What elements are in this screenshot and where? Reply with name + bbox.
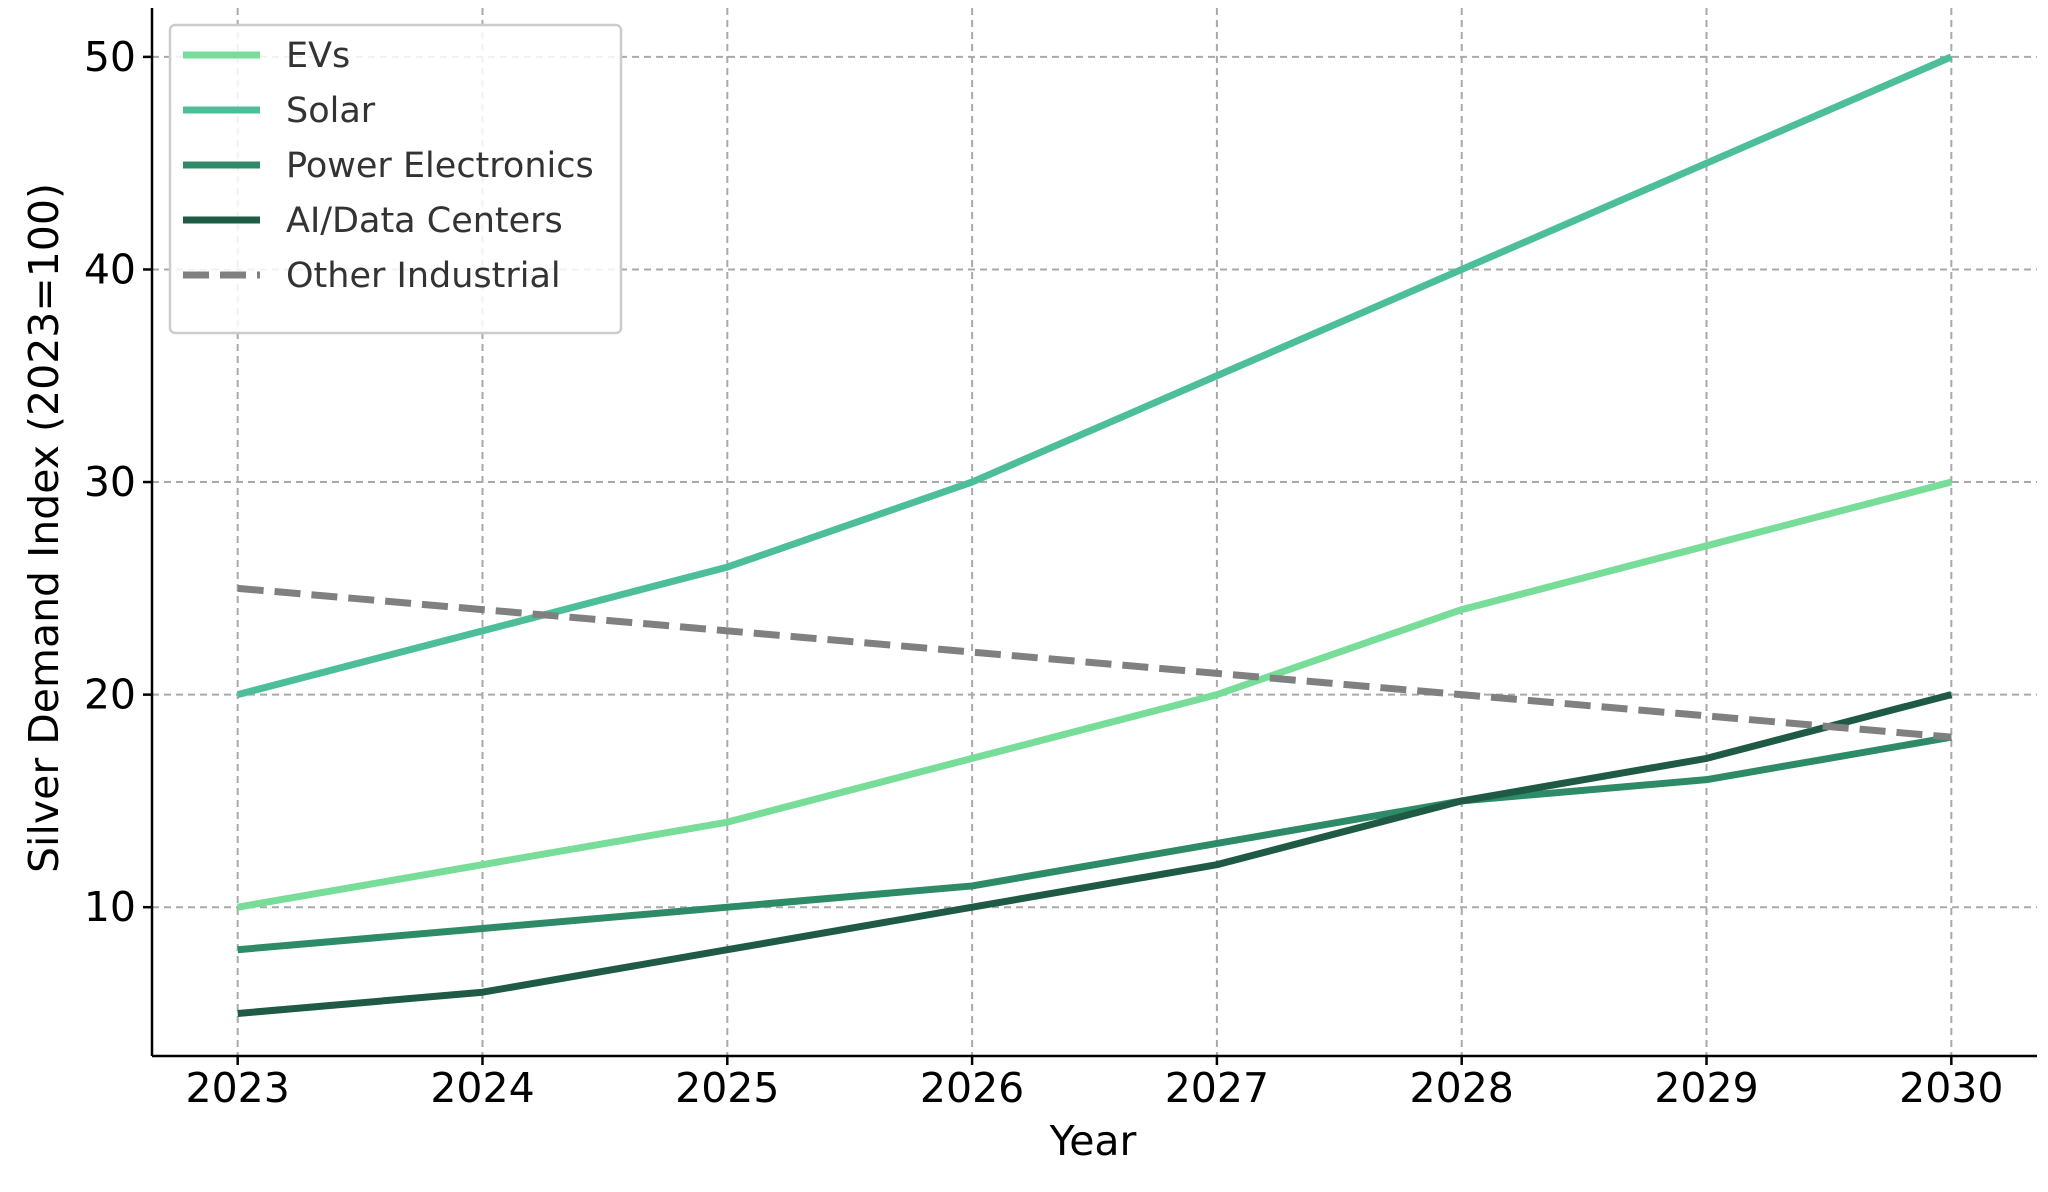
series-line-other-industrial (237, 584, 1952, 741)
x-tick-label: 2027 (1165, 1064, 1269, 1112)
legend-label-ai-data-centers: AI/Data Centers (286, 201, 563, 241)
series-line-solar (236, 53, 1953, 699)
x-tick-label: 2028 (1410, 1064, 1514, 1112)
series-line-power-electronics (237, 733, 1952, 954)
x-tick-label: 2024 (430, 1064, 534, 1112)
legend-label-power-electronics: Power Electronics (286, 146, 594, 186)
x-tick-label: 2029 (1654, 1064, 1758, 1112)
axes-layer (150, 8, 2037, 1058)
x-axis-label: Year (1049, 1117, 1137, 1165)
series-line-ai-data-centers (237, 691, 1953, 1017)
legend-frame (168, 23, 623, 335)
legend-label-evs: EVs (286, 36, 350, 76)
legend-label-solar: Solar (286, 91, 376, 131)
legend: EVs Solar Power Electronics AI/Data Centers… (168, 23, 623, 335)
y-tick-label: 10 (84, 883, 136, 931)
x-tick-label: 2026 (920, 1064, 1024, 1112)
x-tick-label: 2023 (186, 1064, 290, 1112)
y-tick-label: 30 (84, 458, 136, 506)
ticks-layer: 2023 2024 2025 2026 2027 2028 2029 203010203040… (84, 33, 2004, 1112)
legend-label-other-industrial: Other Industrial (286, 256, 561, 296)
series-layer (236, 53, 1953, 1017)
y-tick-label: 50 (84, 33, 136, 81)
series-line-evs (237, 478, 1953, 911)
y-tick-label: 20 (84, 671, 136, 719)
x-tick-label: 2025 (675, 1064, 779, 1112)
x-tick-label: 2030 (1899, 1064, 2003, 1112)
y-axis-label: Silver Demand Index (2023=100) (20, 183, 68, 873)
y-tick-label: 40 (84, 245, 136, 293)
